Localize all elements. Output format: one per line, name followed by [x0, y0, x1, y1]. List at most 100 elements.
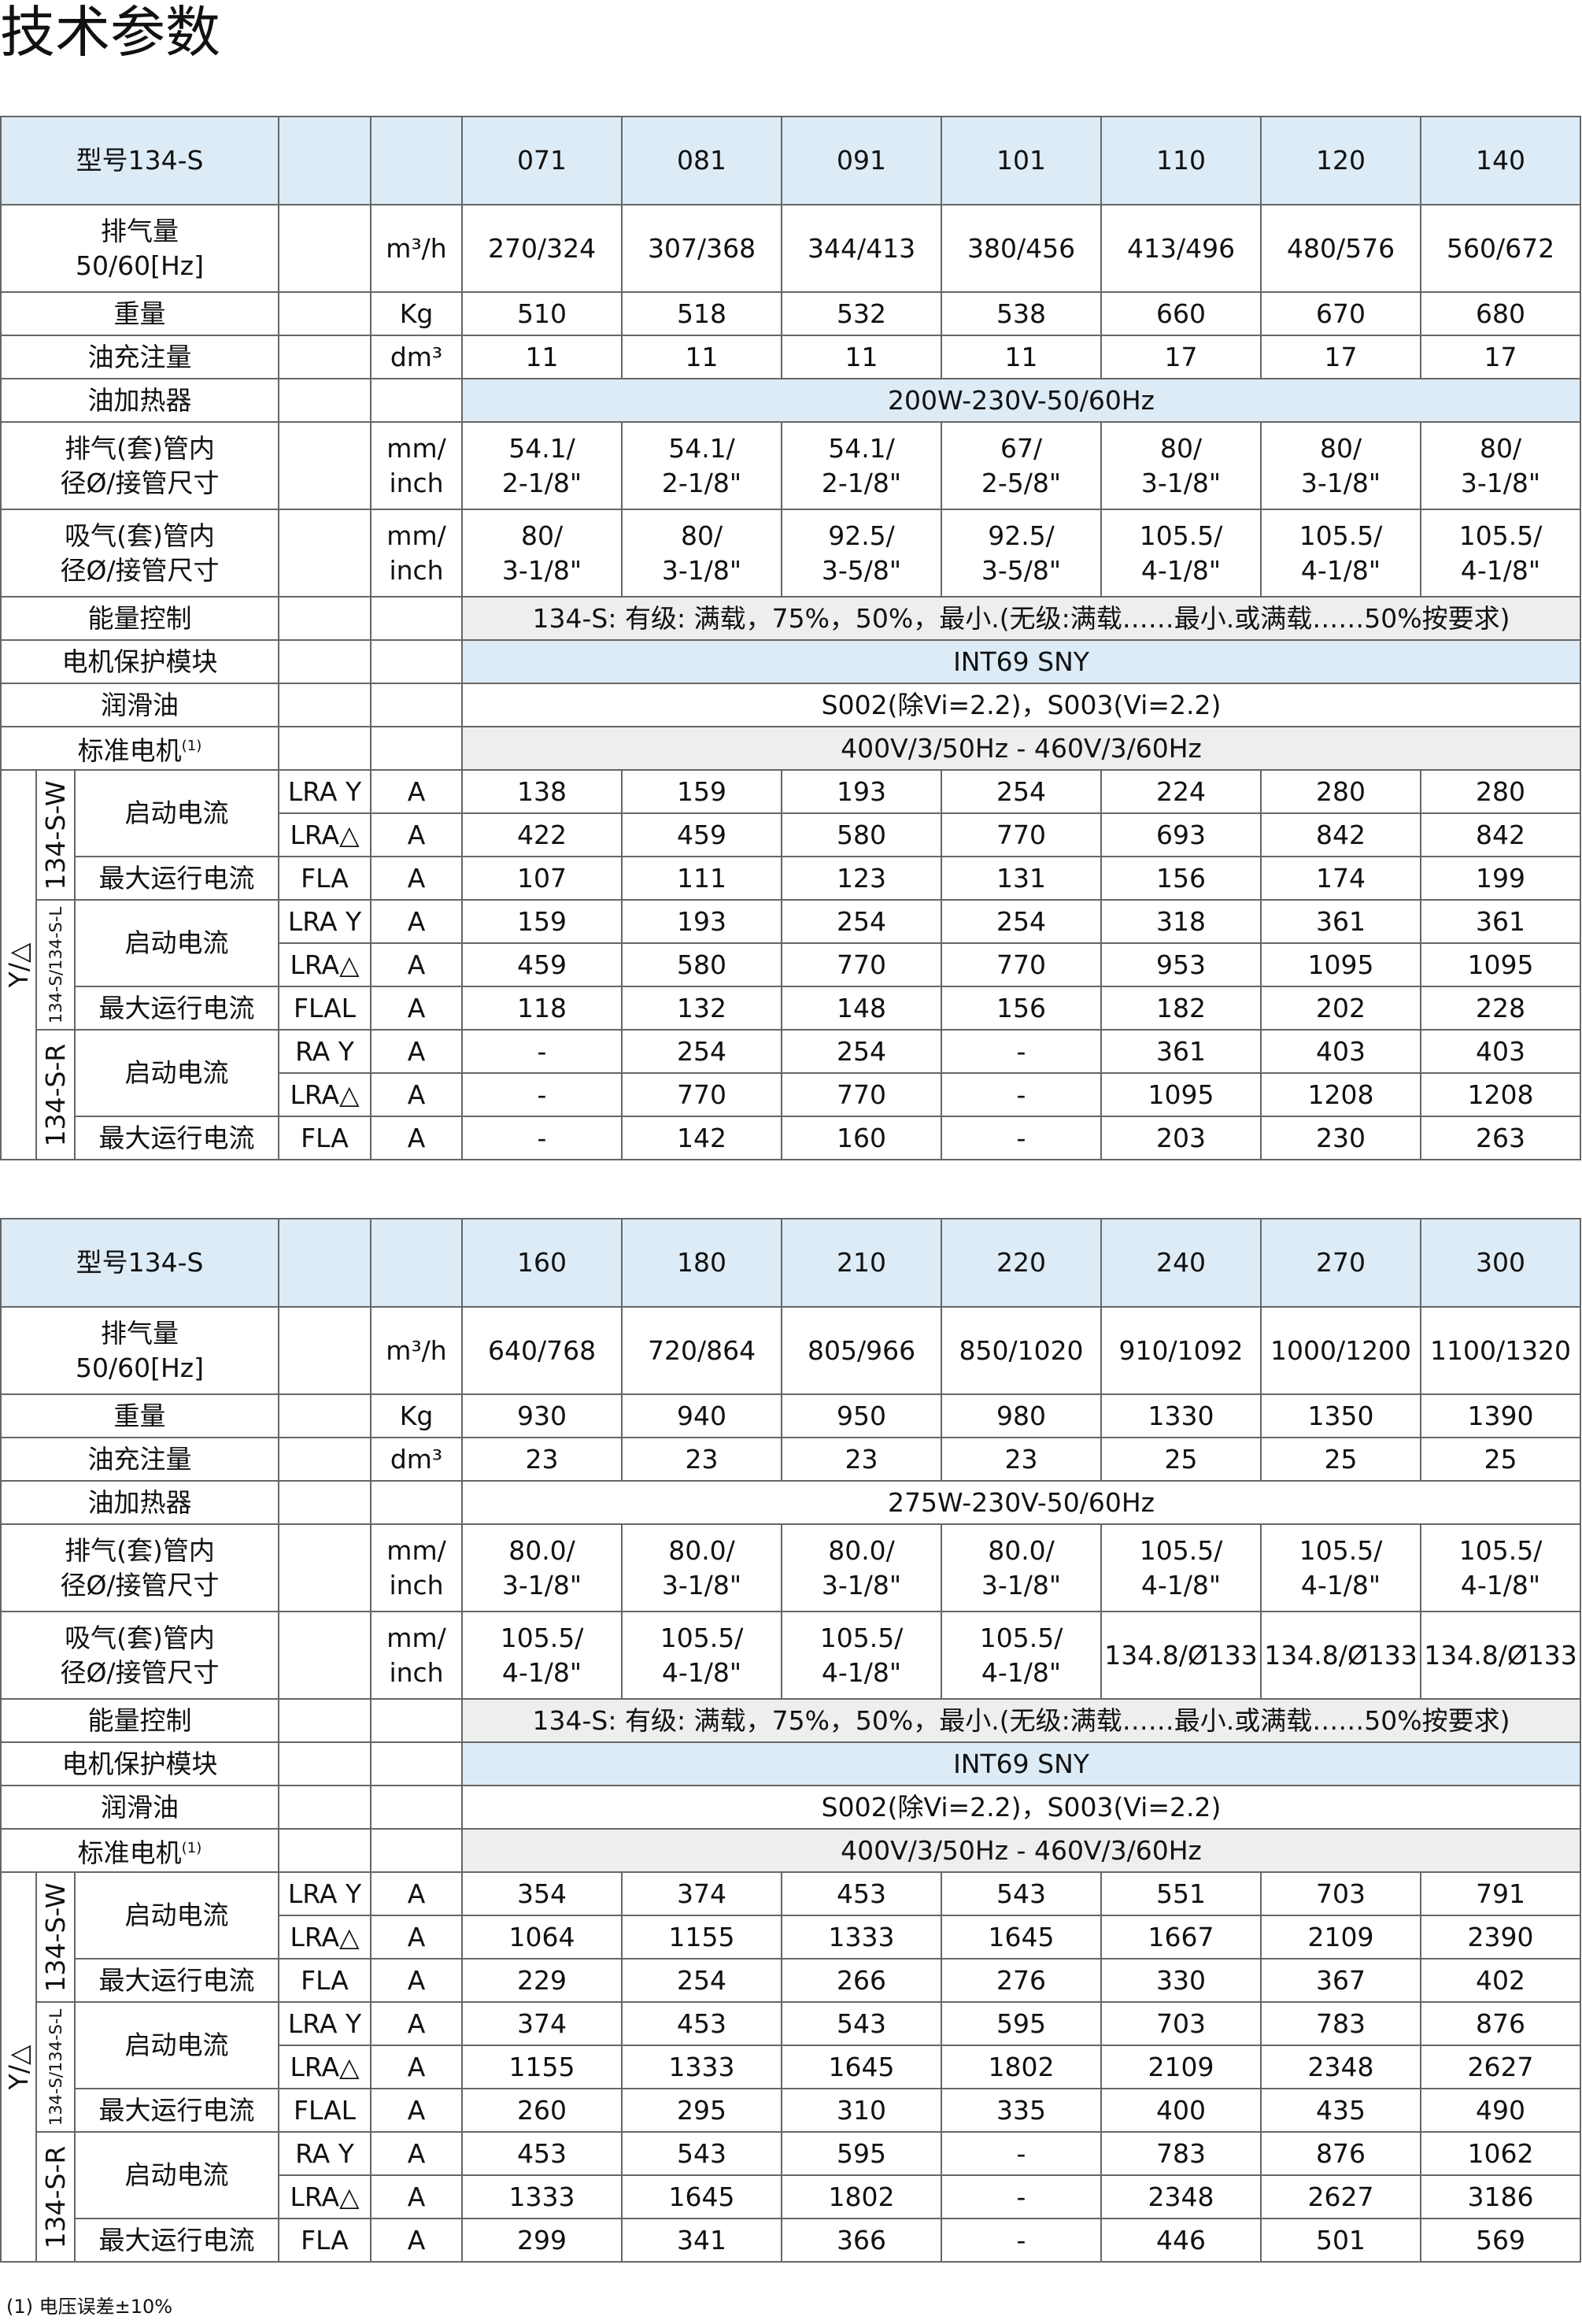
value: 260	[461, 2088, 623, 2133]
motor-current-row: LRA△ A 1064 1155 1333 1645 1667 2109 2390	[1, 1915, 1582, 1959]
suction-row: 吸气(套)管内 径Ø/接管尺寸 mm/inch 80/3-1/8" 80/3-1/8" 9…	[0, 509, 1582, 598]
value: -	[941, 2174, 1103, 2219]
row-label: 吸气(套)管内 径Ø/接管尺寸	[0, 1611, 280, 1700]
unit: A	[370, 986, 464, 1031]
value: 156	[941, 986, 1103, 1031]
value: 510	[461, 291, 623, 336]
unit: m³/h	[370, 1306, 464, 1395]
model-number: 220	[941, 1218, 1103, 1308]
row-label: 重量	[0, 291, 280, 336]
value: 770	[941, 942, 1103, 987]
row-label: 排气(套)管内 径Ø/接管尺寸	[0, 421, 280, 510]
page-title: 技术参数	[0, 0, 220, 65]
value: 453	[621, 2001, 783, 2046]
pipe-size: 105.5/4-1/8"	[1100, 509, 1262, 598]
value: 118	[461, 986, 623, 1031]
row-label: 重量	[0, 1393, 280, 1438]
current-code: FLAL	[278, 2088, 372, 2133]
unit: A	[370, 2174, 464, 2219]
value: 1333	[461, 2174, 623, 2219]
value: 413/496	[1100, 204, 1262, 293]
pipe-size: 54.1/2-1/8"	[461, 421, 623, 510]
pipe-size: 80/3-1/8"	[461, 509, 623, 598]
model-number: 120	[1260, 116, 1422, 205]
pipe-size: 67/2-5/8"	[941, 421, 1103, 510]
empty-cell	[278, 1611, 372, 1700]
motor-current-row: 134-S-R 启动电流 RA Y A -254 254-361 403 403	[1, 1029, 1582, 1160]
starting-method: Y/△	[0, 769, 37, 1160]
value: 1333	[781, 1915, 943, 1959]
value: 1100/1320	[1420, 1306, 1582, 1395]
pipe-size: 134.8/Ø133	[1100, 1611, 1262, 1700]
standard-motor-value: 400V/3/50Hz - 460V/3/60Hz	[461, 1828, 1582, 1873]
value: 361	[1420, 899, 1582, 944]
row-label-text: 标准电机	[77, 1837, 182, 1868]
value: 263	[1420, 1116, 1582, 1160]
pipe-size: 54.1/2-1/8"	[781, 421, 943, 510]
value: 11	[941, 335, 1103, 379]
footnote-marker: (1)	[181, 1839, 202, 1856]
row-label: 油充注量	[0, 1437, 280, 1482]
current-code: LRA△	[278, 1915, 372, 1959]
unit: A	[370, 2001, 464, 2046]
value: 930	[461, 1393, 623, 1438]
value: 193	[621, 899, 783, 944]
value: 142	[621, 1116, 783, 1160]
row-label: 标准电机(1)	[0, 726, 280, 771]
unit: A	[370, 856, 464, 901]
current-code: LRA△	[278, 2045, 372, 2089]
motor-current-row: 134-S-R 启动电流 RA Y A 453 543 595-783 876 1062	[1, 2131, 1582, 2263]
value: 850/1020	[941, 1306, 1103, 1395]
value: 374	[461, 2001, 623, 2046]
value: 1155	[461, 2045, 623, 2089]
pipe-size: 54.1/2-1/8"	[621, 421, 783, 510]
current-label: 启动电流	[73, 1029, 280, 1117]
value: 551	[1100, 1871, 1262, 1916]
empty-cell	[278, 204, 372, 293]
empty-cell	[370, 1828, 464, 1873]
starting-method: Y/△	[0, 1871, 37, 2263]
value: 1208	[1260, 1072, 1422, 1117]
discharge-row: 排气(套)管内 径Ø/接管尺寸 mm/inch 54.1/2-1/8" 54.1/2-1…	[0, 421, 1582, 510]
model-number: 101	[941, 116, 1103, 205]
empty-cell	[370, 116, 464, 205]
motor-variant: 134-S-W	[35, 1871, 76, 2003]
unit: mm/inch	[370, 1523, 464, 1612]
empty-cell	[278, 1523, 372, 1612]
value: -	[941, 1029, 1103, 1074]
empty-cell	[278, 509, 372, 598]
value: 132	[621, 986, 783, 1031]
value: 518	[621, 291, 783, 336]
current-label: 最大运行电流	[73, 856, 280, 901]
value: 2390	[1420, 1915, 1582, 1959]
value: 459	[461, 942, 623, 987]
value: 1645	[781, 2045, 943, 2089]
empty-cell	[370, 1480, 464, 1525]
value: 403	[1420, 1029, 1582, 1074]
value: 17	[1260, 335, 1422, 379]
empty-cell	[278, 421, 372, 510]
empty-cell	[278, 116, 372, 205]
value: 501	[1260, 2218, 1422, 2263]
header-row: 型号134-S 071 081 091 101 110 120 140	[0, 116, 1582, 205]
pipe-size: 134.8/Ø133	[1420, 1611, 1582, 1700]
value: 783	[1100, 2131, 1262, 2176]
value: 842	[1420, 812, 1582, 857]
row-label-text: 润滑油	[101, 1791, 179, 1823]
pipe-size: 105.5/4-1/8"	[941, 1611, 1103, 1700]
current-code: LRA△	[278, 942, 372, 987]
value: 107	[461, 856, 623, 901]
value: 276	[941, 1958, 1103, 2003]
value: 1000/1200	[1260, 1306, 1422, 1395]
value: 435	[1260, 2088, 1422, 2133]
unit: Kg	[370, 1393, 464, 1438]
value: 842	[1260, 812, 1422, 857]
unit: A	[370, 1915, 464, 1959]
pipe-size: 80/3-1/8"	[621, 509, 783, 598]
value: 23	[461, 1437, 623, 1482]
value: -	[941, 2131, 1103, 2176]
model-number: 270	[1260, 1218, 1422, 1308]
value: 459	[621, 812, 783, 857]
model-number: 210	[781, 1218, 943, 1308]
value: -	[941, 1072, 1103, 1117]
